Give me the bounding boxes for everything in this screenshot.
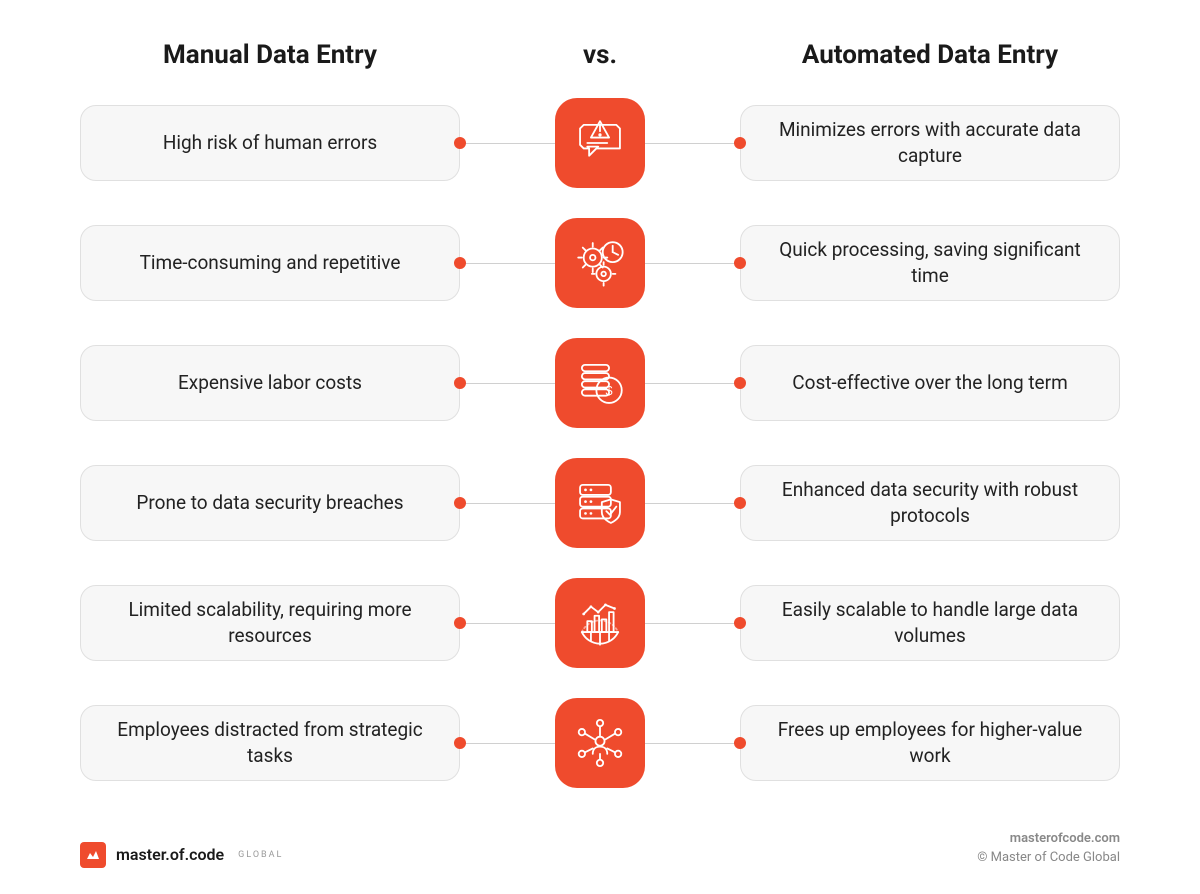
- server-shield-icon: [555, 458, 645, 548]
- pill-text: Minimizes errors with accurate data capt…: [769, 117, 1091, 168]
- credit-copyright: © Master of Code Global: [977, 849, 1120, 868]
- pill-text: Prone to data security breaches: [136, 490, 403, 516]
- pill-text: Limited scalability, requiring more reso…: [109, 597, 431, 648]
- comparison-row: Expensive labor costs $ Cost-effective o…: [80, 338, 1120, 428]
- pill-text: Expensive labor costs: [178, 370, 362, 396]
- right-pill: Cost-effective over the long term: [740, 345, 1120, 421]
- left-pill: Limited scalability, requiring more reso…: [80, 585, 460, 661]
- dot-left: [454, 497, 466, 509]
- pill-text: Employees distracted from strategic task…: [109, 717, 431, 768]
- left-pill: Employees distracted from strategic task…: [80, 705, 460, 781]
- money-stack-icon: $: [555, 338, 645, 428]
- comparison-row: Time-consuming and repetitive: [80, 218, 1120, 308]
- connector: [460, 698, 740, 788]
- comparison-row: Limited scalability, requiring more reso…: [80, 578, 1120, 668]
- connector: [460, 98, 740, 188]
- dot-right: [734, 617, 746, 629]
- dot-left: [454, 137, 466, 149]
- comparison-headers: Manual Data Entry vs. Automated Data Ent…: [80, 40, 1120, 70]
- warning-icon: [555, 98, 645, 188]
- credits: masterofcode.com © Master of Code Global: [977, 830, 1120, 868]
- pill-text: Enhanced data security with robust proto…: [769, 477, 1091, 528]
- pill-text: Cost-effective over the long term: [792, 370, 1067, 396]
- connector: [460, 218, 740, 308]
- pill-text: High risk of human errors: [163, 130, 377, 156]
- dot-left: [454, 257, 466, 269]
- svg-text:$: $: [606, 384, 613, 398]
- left-pill: Time-consuming and repetitive: [80, 225, 460, 301]
- right-pill: Easily scalable to handle large data vol…: [740, 585, 1120, 661]
- dot-right: [734, 377, 746, 389]
- logo-block: master.of.code GLOBAL: [80, 842, 283, 868]
- left-pill: High risk of human errors: [80, 105, 460, 181]
- right-pill: Minimizes errors with accurate data capt…: [740, 105, 1120, 181]
- header-left: Manual Data Entry: [80, 40, 460, 70]
- connector: $: [460, 338, 740, 428]
- dot-right: [734, 497, 746, 509]
- header-vs: vs.: [555, 40, 645, 70]
- dot-right: [734, 137, 746, 149]
- left-pill: Prone to data security breaches: [80, 465, 460, 541]
- header-right: Automated Data Entry: [740, 40, 1120, 70]
- connector: [460, 458, 740, 548]
- dot-left: [454, 377, 466, 389]
- pill-text: Quick processing, saving significant tim…: [769, 237, 1091, 288]
- left-pill: Expensive labor costs: [80, 345, 460, 421]
- dot-left: [454, 737, 466, 749]
- logo-mark-icon: [80, 842, 106, 868]
- comparison-row: Prone to data security breaches: [80, 458, 1120, 548]
- comparison-rows: High risk of human errors Minimizes erro…: [80, 98, 1120, 788]
- connector: [460, 578, 740, 668]
- footer: master.of.code GLOBAL masterofcode.com ©…: [80, 818, 1120, 868]
- right-pill: Quick processing, saving significant tim…: [740, 225, 1120, 301]
- pill-text: Frees up employees for higher-value work: [769, 717, 1091, 768]
- dot-right: [734, 257, 746, 269]
- globe-chart-icon: [555, 578, 645, 668]
- credit-site: masterofcode.com: [977, 830, 1120, 849]
- dot-left: [454, 617, 466, 629]
- logo-subtext: GLOBAL: [238, 850, 283, 860]
- pill-text: Easily scalable to handle large data vol…: [769, 597, 1091, 648]
- comparison-row: Employees distracted from strategic task…: [80, 698, 1120, 788]
- comparison-row: High risk of human errors Minimizes erro…: [80, 98, 1120, 188]
- people-network-icon: [555, 698, 645, 788]
- right-pill: Enhanced data security with robust proto…: [740, 465, 1120, 541]
- right-pill: Frees up employees for higher-value work: [740, 705, 1120, 781]
- gears-clock-icon: [555, 218, 645, 308]
- dot-right: [734, 737, 746, 749]
- logo-text: master.of.code: [116, 845, 224, 864]
- pill-text: Time-consuming and repetitive: [140, 250, 401, 276]
